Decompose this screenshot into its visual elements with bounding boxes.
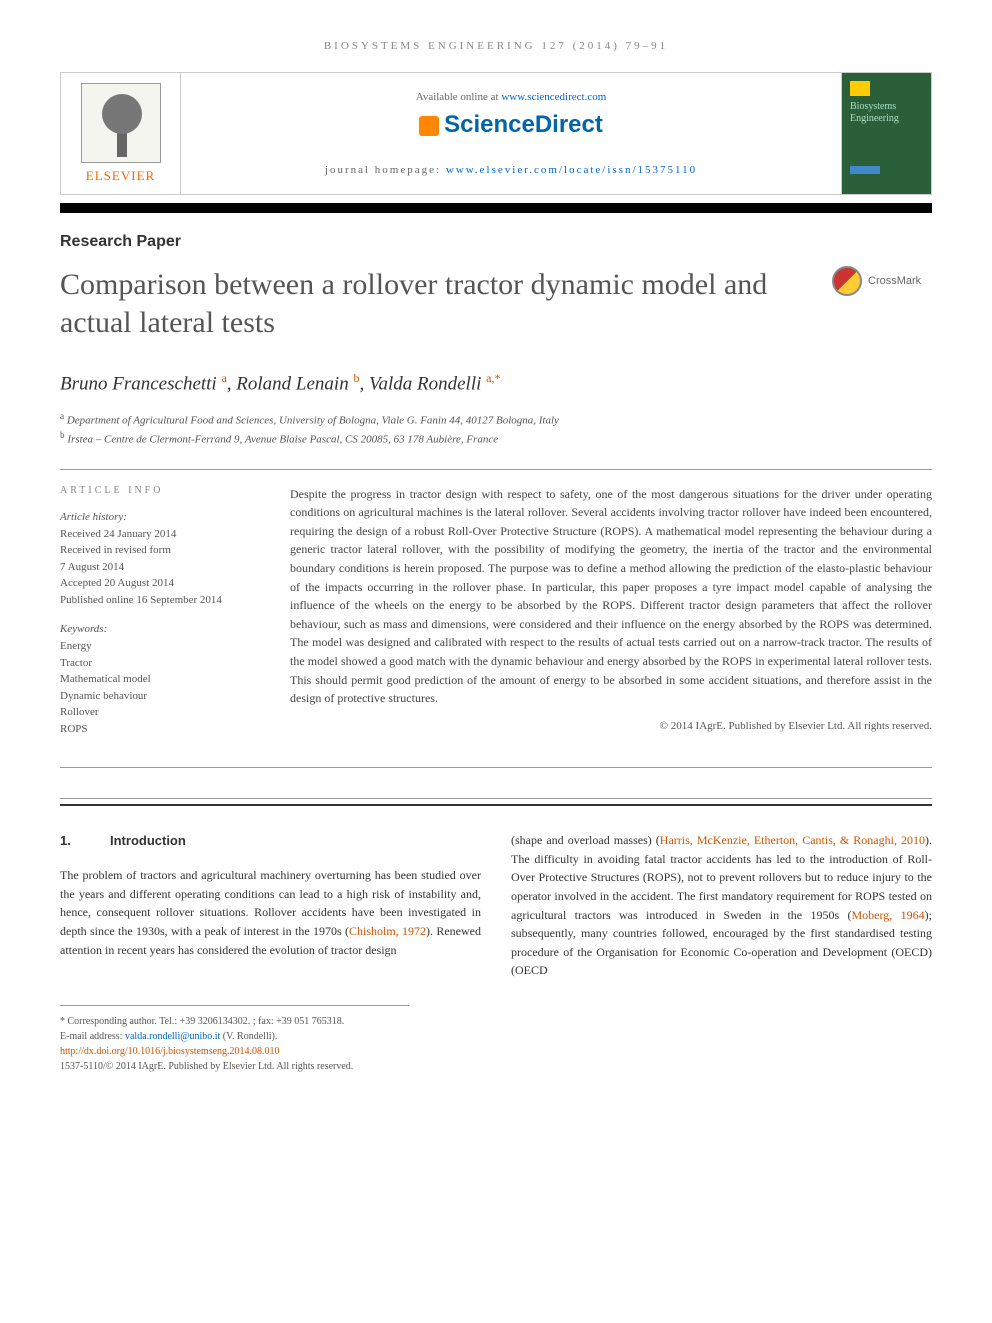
header-center: Available online at www.sciencedirect.co… [181,73,841,194]
keyword: Energy [60,638,260,655]
article-title: Comparison between a rollover tractor dy… [60,266,832,341]
keywords-block: Keywords: Energy Tractor Mathematical mo… [60,623,260,737]
info-abstract-row: ARTICLE INFO Article history: Received 2… [60,485,932,753]
body-text: (shape and overload masses) ( [511,833,660,847]
available-text: Available online at [416,91,502,103]
crossmark-icon [832,266,862,296]
footer-divider [60,1005,409,1006]
affiliation-text: Irstea – Centre de Clermont-Ferrand 9, A… [67,434,498,446]
history-item: Received 24 January 2014 [60,526,260,543]
keyword: Mathematical model [60,671,260,688]
history-block: Article history: Received 24 January 201… [60,511,260,609]
abstract-text: Despite the progress in tractor design w… [290,487,932,706]
available-online: Available online at www.sciencedirect.co… [416,91,607,103]
citation-link[interactable]: Chisholm, 1972 [349,924,426,938]
doi-link[interactable]: http://dx.doi.org/10.1016/j.biosystemsen… [60,1046,280,1057]
sciencedirect-logo: ScienceDirect [419,111,603,139]
cover-logo-icon [850,81,870,96]
keywords-label: Keywords: [60,623,260,635]
header-box: ELSEVIER Available online at www.science… [60,72,932,195]
divider [60,798,932,799]
history-item: Accepted 20 August 2014 [60,575,260,592]
body-columns: 1.Introduction The problem of tractors a… [60,831,932,980]
authors: Bruno Franceschetti a, Roland Lenain b, … [60,371,932,395]
divider [60,469,932,470]
crossmark-badge[interactable]: CrossMark [832,266,932,296]
article-info: ARTICLE INFO Article history: Received 2… [60,485,260,753]
abstract: Despite the progress in tractor design w… [290,485,932,753]
info-heading: ARTICLE INFO [60,485,260,496]
affiliation-a: a Department of Agricultural Food and Sc… [60,410,932,429]
email-label: E-mail address: [60,1031,125,1042]
issn-copyright: 1537-5110/© 2014 IAgrE. Published by Els… [60,1059,932,1074]
keyword: Dynamic behaviour [60,688,260,705]
email-link[interactable]: valda.rondelli@unibo.it [125,1031,220,1042]
section-heading: 1.Introduction [60,831,481,851]
section-number: 1. [60,831,110,851]
thick-divider [60,203,932,213]
corresponding-author: * Corresponding author. Tel.: +39 320613… [60,1014,932,1029]
platform-name: ScienceDirect [444,111,603,138]
keyword: ROPS [60,721,260,738]
sciencedirect-link[interactable]: www.sciencedirect.com [501,91,606,103]
homepage-label: journal homepage: [325,164,446,176]
keyword: Tractor [60,655,260,672]
affiliation-text: Department of Agricultural Food and Scie… [67,415,559,427]
citation-link[interactable]: Harris, McKenzie, Etherton, Cantis, & Ro… [660,833,925,847]
publisher-name: ELSEVIER [86,168,155,184]
keyword: Rollover [60,704,260,721]
journal-reference: BIOSYSTEMS ENGINEERING 127 (2014) 79–91 [60,40,932,52]
sciencedirect-icon [419,116,439,136]
title-row: Comparison between a rollover tractor dy… [60,266,932,341]
body-paragraph: The problem of tractors and agricultural… [60,866,481,959]
journal-cover: Biosystems Engineering [841,73,931,194]
copyright: © 2014 IAgrE. Published by Elsevier Ltd.… [290,718,932,735]
email-suffix: (V. Rondelli). [220,1031,277,1042]
history-label: Article history: [60,511,260,523]
email-line: E-mail address: valda.rondelli@unibo.it … [60,1029,932,1044]
homepage-link[interactable]: www.elsevier.com/locate/issn/15375110 [446,164,697,176]
cover-title: Biosystems Engineering [850,101,923,125]
body-column-right: (shape and overload masses) (Harris, McK… [511,831,932,980]
publisher-logo: ELSEVIER [61,73,181,194]
divider-thick [60,804,932,806]
body-paragraph: (shape and overload masses) (Harris, McK… [511,831,932,980]
citation-link[interactable]: Moberg, 1964 [852,908,925,922]
cover-bar-icon [850,166,880,174]
affiliation-b: b Irstea – Centre de Clermont-Ferrand 9,… [60,429,932,448]
doi-line: http://dx.doi.org/10.1016/j.biosystemsen… [60,1044,932,1059]
history-item: Published online 16 September 2014 [60,592,260,609]
journal-homepage: journal homepage: www.elsevier.com/locat… [325,164,697,176]
elsevier-tree-icon [81,83,161,163]
history-item: Received in revised form [60,542,260,559]
history-item: 7 August 2014 [60,559,260,576]
section-title: Introduction [110,833,186,848]
footer: * Corresponding author. Tel.: +39 320613… [60,1014,932,1074]
body-column-left: 1.Introduction The problem of tractors a… [60,831,481,980]
affiliations: a Department of Agricultural Food and Sc… [60,410,932,448]
crossmark-label: CrossMark [868,275,921,287]
divider [60,767,932,768]
article-type: Research Paper [60,233,932,251]
